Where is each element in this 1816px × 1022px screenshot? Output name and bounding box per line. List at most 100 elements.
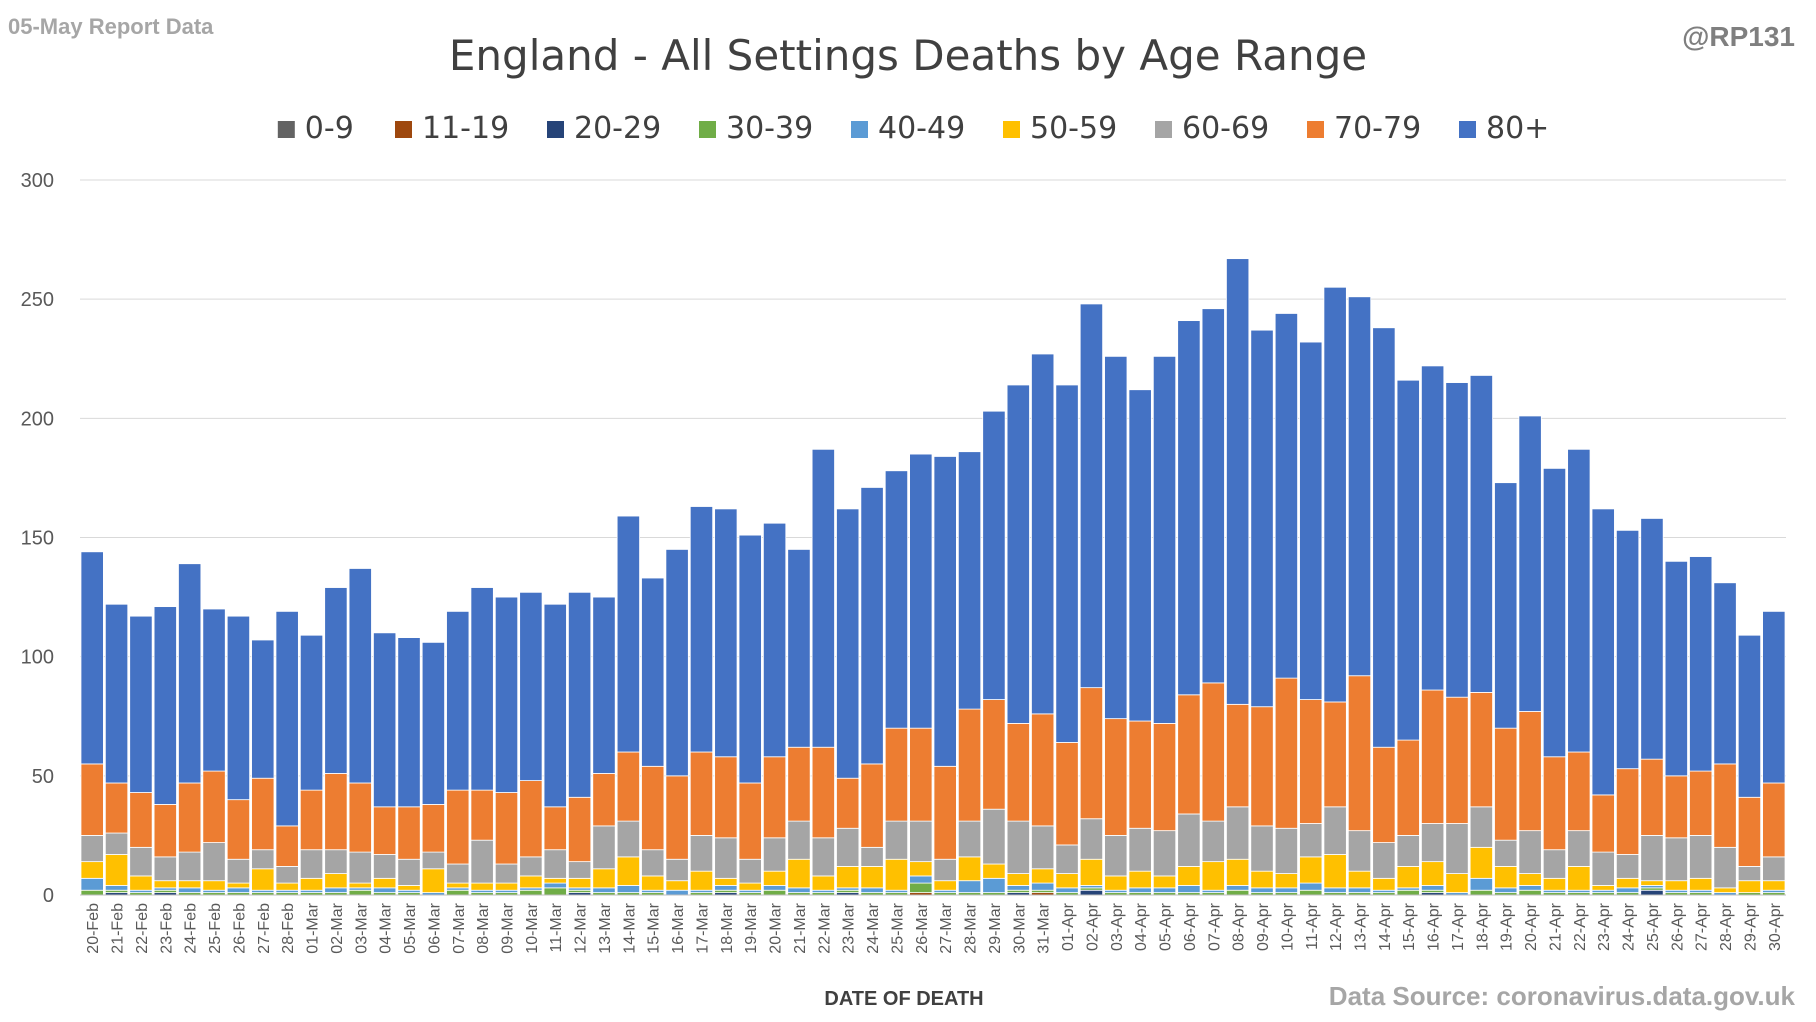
bar-segment-70-79 <box>1469 692 1493 808</box>
bar-segment-70-79 <box>1713 763 1737 848</box>
bar-segment-80+ <box>1737 634 1762 798</box>
bar-segment-60-69 <box>1567 830 1591 867</box>
bar-segment-60-69 <box>104 832 129 855</box>
bar-segment-30-39 <box>1396 889 1420 896</box>
bar-segment-60-69 <box>1421 823 1445 863</box>
bar-segment-40-49 <box>1250 887 1274 894</box>
bar-segment-50-59 <box>543 877 567 884</box>
bar-segment-80+ <box>616 515 640 753</box>
bar-segment-60-69 <box>860 846 884 867</box>
bar-segment-80+ <box>1469 375 1493 693</box>
bar-segment-50-59 <box>860 866 884 889</box>
bar-segment-50-59 <box>1372 877 1396 891</box>
bar-segment-70-79 <box>762 756 787 839</box>
bar-segment-80+ <box>1713 582 1737 765</box>
bar-segment-60-69 <box>1177 813 1201 867</box>
bar-segment-40-49 <box>104 885 129 891</box>
x-tick-label: 22-Apr <box>1572 902 1589 951</box>
bar-segment-70-79 <box>909 727 933 822</box>
bar-segment-70-79 <box>1372 746 1396 843</box>
bar-segment-50-59 <box>519 875 543 889</box>
legend-label: 11-19 <box>422 111 509 146</box>
legend-swatch-11-19 <box>395 121 412 138</box>
legend-swatch-30-39 <box>699 121 716 138</box>
bar-segment-80+ <box>1640 518 1664 760</box>
bar-segment-50-59 <box>251 868 275 891</box>
bar-segment-80+ <box>836 508 860 779</box>
bar-segment-80+ <box>324 587 348 774</box>
bar-segment-80+ <box>397 637 421 808</box>
bar-segment-60-69 <box>348 851 372 884</box>
bar-segment-60-69 <box>836 827 860 867</box>
bar-segment-50-59 <box>324 873 348 889</box>
bar-segment-40-49 <box>1226 885 1250 891</box>
bar-segment-60-69 <box>1201 820 1225 863</box>
bar-segment-60-69 <box>373 854 397 879</box>
x-tick-label: 07-Apr <box>1206 902 1223 951</box>
bar-segment-70-79 <box>616 751 640 822</box>
bar-segment-60-69 <box>982 808 1006 865</box>
bar-segment-50-59 <box>738 882 762 891</box>
bar-segment-70-79 <box>665 775 689 860</box>
bar-segment-30-39 <box>1226 889 1250 896</box>
bar-segment-60-69 <box>1347 830 1372 872</box>
bar-segment-80+ <box>1323 286 1347 703</box>
bar-segment-70-79 <box>1640 758 1664 836</box>
x-tick-label: 15-Mar <box>646 902 663 953</box>
bar-segment-60-69 <box>1518 830 1542 874</box>
x-tick-label: 23-Apr <box>1596 902 1613 951</box>
bar-segment-70-79 <box>1396 739 1420 836</box>
bar-segment-60-69 <box>1689 835 1713 879</box>
x-tick-label: 13-Mar <box>597 902 614 953</box>
bar-segment-70-79 <box>226 799 251 860</box>
bar-segment-70-79 <box>836 777 860 829</box>
bar-segment-60-69 <box>129 846 153 877</box>
bar-segment-30-39 <box>348 889 372 896</box>
x-tick-label: 30-Apr <box>1767 902 1784 951</box>
bar-segment-80+ <box>957 451 982 710</box>
bar-segment-60-69 <box>787 820 811 860</box>
bar-segment-40-49 <box>1031 882 1055 891</box>
x-tick-label: 22-Feb <box>134 903 151 954</box>
bar-segment-60-69 <box>494 863 519 884</box>
bar-segment-70-79 <box>1006 723 1030 822</box>
x-tick-label: 27-Mar <box>938 902 955 953</box>
bar-segment-60-69 <box>1640 835 1664 882</box>
bar-segment-80+ <box>1104 355 1128 720</box>
bar-segment-60-69 <box>1323 806 1347 855</box>
bar-segment-80+ <box>1372 327 1396 748</box>
bar-segment-50-59 <box>1152 875 1177 889</box>
bar-segment-50-59 <box>275 882 299 891</box>
x-tick-label: 27-Apr <box>1694 902 1711 951</box>
x-tick-label: 11-Mar <box>548 902 565 952</box>
bar-segment-60-69 <box>909 820 933 863</box>
bar-segment-50-59 <box>1567 866 1591 891</box>
bar-segment-50-59 <box>1713 887 1737 894</box>
legend-label: 40-49 <box>878 111 965 146</box>
bar-segment-50-59 <box>592 868 616 889</box>
bar-segment-40-49 <box>665 889 689 896</box>
bar-segment-70-79 <box>884 727 909 822</box>
bar-segment-70-79 <box>1689 770 1713 836</box>
bar-segment-60-69 <box>1104 835 1128 877</box>
bar-segment-70-79 <box>982 699 1006 810</box>
x-tick-label: 25-Apr <box>1645 902 1662 951</box>
bar-segment-60-69 <box>1615 854 1640 879</box>
bar-segment-60-69 <box>543 849 567 879</box>
bar-segment-50-59 <box>836 866 860 889</box>
bar-segment-30-39 <box>543 887 567 896</box>
bar-segment-80+ <box>1664 560 1688 777</box>
bar-segment-80+ <box>80 551 104 765</box>
bar-segment-70-79 <box>641 765 665 851</box>
x-tick-label: 06-Apr <box>1182 902 1199 951</box>
legend-label: 50-59 <box>1030 111 1117 146</box>
bar-segment-80+ <box>543 603 567 808</box>
bar-segment-60-69 <box>616 820 640 858</box>
bar-segment-50-59 <box>421 868 445 894</box>
x-tick-label: 20-Feb <box>85 903 102 954</box>
x-tick-label: 13-Apr <box>1353 902 1370 951</box>
bar-segment-60-69 <box>1055 844 1079 874</box>
bar-segment-80+ <box>1421 365 1445 691</box>
x-tick-label: 24-Feb <box>183 903 200 954</box>
bar-segment-80+ <box>811 448 835 748</box>
